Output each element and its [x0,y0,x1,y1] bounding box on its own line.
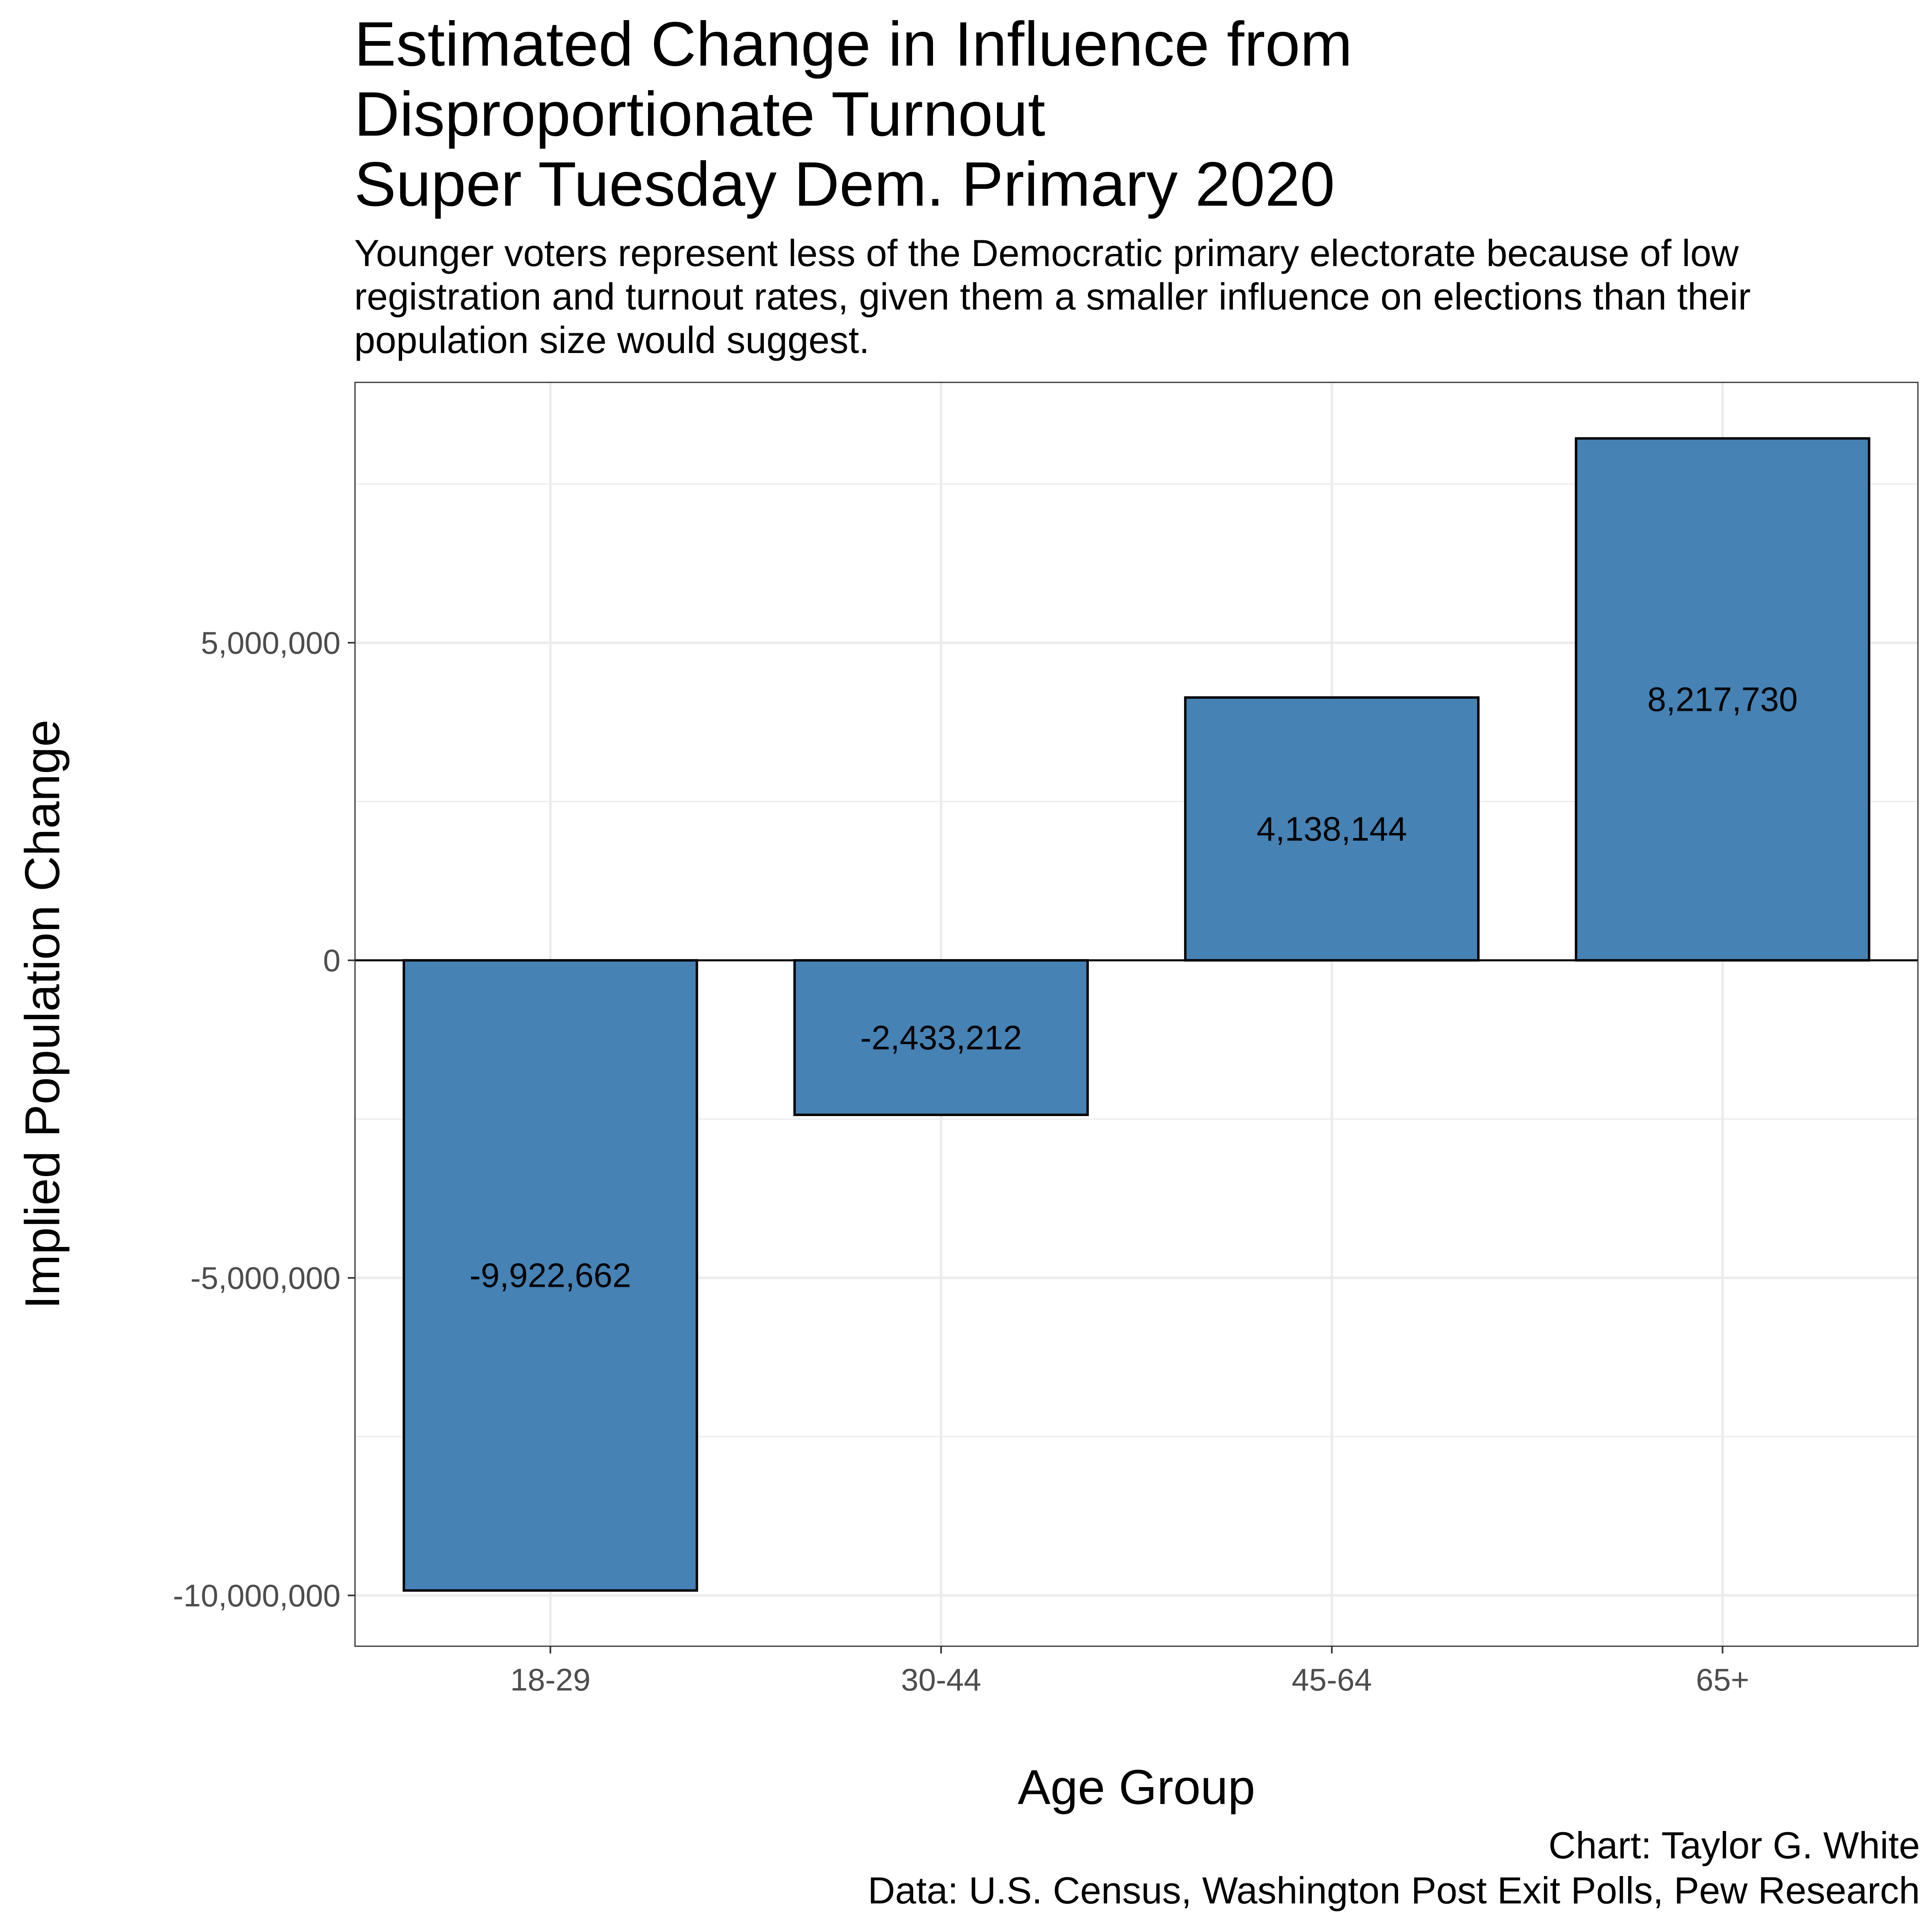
bar-label-65+: 8,217,730 [1647,681,1798,718]
x-axis: 18-29 30-44 45-64 65+ [510,1646,1749,1697]
y-tick-label: -5,000,000 [190,1260,341,1296]
caption-line-2: Data: U.S. Census, Washington Post Exit … [868,1869,1920,1911]
subtitle-line-1: Younger voters represent less of the Dem… [354,232,1739,274]
y-tick-label: 5,000,000 [201,625,341,661]
y-axis: 5,000,000 0 -5,000,000 -10,000,000 [173,625,355,1613]
x-tick-label: 18-29 [510,1662,591,1697]
title-line-1: Estimated Change in Influence from [354,9,1353,79]
bars [402,437,1870,1592]
bar-label-30-44: -2,433,212 [860,1019,1022,1057]
bar-data-labels: -9,922,662 -2,433,212 4,138,144 8,217,730 [470,681,1798,1294]
y-axis-title: Implied Population Change [15,719,70,1309]
x-tick-label: 45-64 [1292,1662,1372,1697]
bar-label-18-29: -9,922,662 [470,1257,632,1294]
caption-line-1: Chart: Taylor G. White [1548,1824,1920,1866]
y-tick-label: 0 [323,943,341,978]
x-tick-label: 65+ [1696,1662,1749,1697]
subtitle-line-2: registration and turnout rates, given th… [354,275,1751,318]
bar-30-44 [793,959,1089,1116]
x-axis-title: Age Group [1018,1760,1255,1814]
title-line-2: Disproportionate Turnout [354,79,1045,149]
title-line-3: Super Tuesday Dem. Primary 2020 [354,149,1335,219]
y-tick-label: -10,000,000 [173,1578,341,1613]
bar-45-64 [1184,696,1480,962]
subtitle-line-3: population size would suggest. [354,319,870,361]
bar-label-45-64: 4,138,144 [1257,810,1407,848]
bar-65+ [1575,437,1870,962]
bar-18-29 [402,959,698,1592]
x-tick-label: 30-44 [901,1662,981,1697]
panel-border [354,382,1919,1647]
